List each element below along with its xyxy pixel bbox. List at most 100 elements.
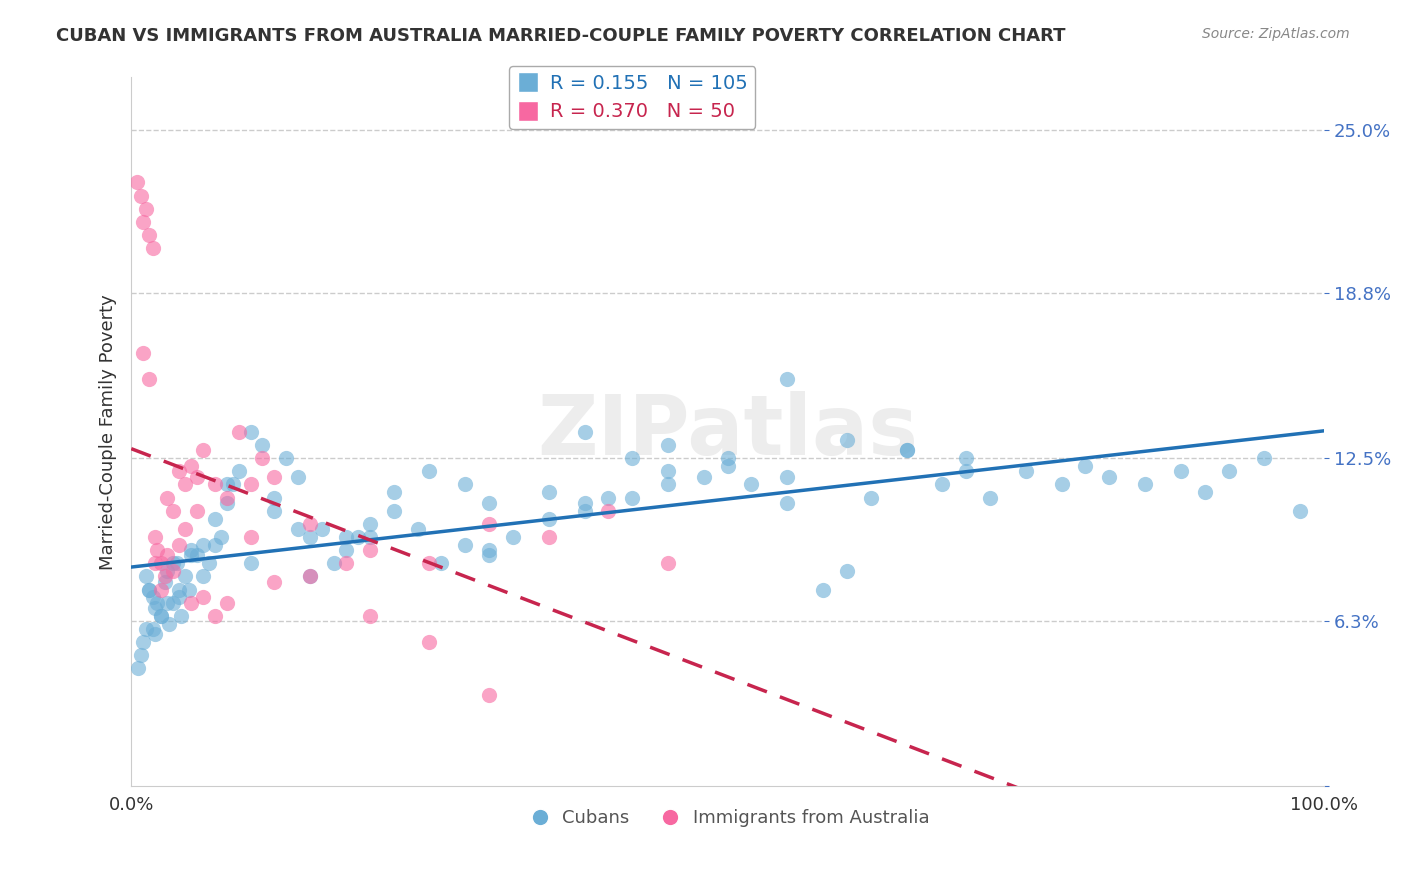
Point (138, 372, 160, 386)
Point (239, 425, 262, 439)
Point (657, 477, 679, 491)
Point (478, 549, 501, 563)
Point (239, 556, 262, 570)
Point (239, 530, 262, 544)
Legend: Cubans, Immigrants from Australia: Cubans, Immigrants from Australia (519, 802, 936, 834)
Point (776, 372, 799, 386)
Point (299, 569, 322, 583)
Point (359, 516, 381, 531)
Point (287, 522, 309, 536)
Point (717, 459, 740, 474)
Point (1289, 504, 1312, 518)
Point (1253, 451, 1275, 466)
Y-axis label: Married-Couple Family Poverty: Married-Couple Family Poverty (100, 294, 117, 570)
Point (129, 648, 152, 663)
Point (454, 538, 477, 552)
Point (859, 491, 882, 505)
Point (143, 556, 166, 570)
Point (478, 688, 501, 702)
Point (228, 425, 250, 439)
Point (955, 464, 977, 478)
Point (287, 469, 309, 483)
Point (204, 538, 226, 552)
Point (896, 443, 918, 458)
Point (180, 543, 202, 558)
Point (454, 477, 477, 491)
Point (406, 522, 429, 536)
Point (776, 496, 799, 510)
Point (174, 477, 197, 491)
Point (135, 622, 157, 636)
Point (657, 438, 679, 452)
Point (621, 451, 644, 466)
Point (167, 582, 190, 597)
Point (138, 582, 160, 597)
Text: Source: ZipAtlas.com: Source: ZipAtlas.com (1202, 27, 1350, 41)
Point (1074, 459, 1097, 474)
Point (657, 556, 679, 570)
Point (167, 591, 190, 605)
Point (359, 543, 381, 558)
Point (180, 459, 202, 474)
Point (153, 574, 176, 589)
Point (1218, 464, 1240, 478)
Point (132, 215, 155, 229)
Point (215, 496, 238, 510)
Point (180, 549, 202, 563)
Text: ZIPatlas: ZIPatlas (537, 392, 918, 473)
Point (143, 627, 166, 641)
Point (382, 504, 405, 518)
Point (359, 608, 381, 623)
Point (191, 443, 214, 458)
Point (478, 496, 501, 510)
Point (142, 591, 165, 605)
Point (127, 176, 149, 190)
Point (776, 469, 799, 483)
Point (263, 574, 285, 589)
Point (717, 451, 740, 466)
Point (811, 582, 834, 597)
Point (162, 564, 184, 578)
Point (1194, 485, 1216, 500)
Point (162, 504, 184, 518)
Point (170, 608, 193, 623)
Point (132, 635, 155, 649)
Point (167, 538, 190, 552)
Point (157, 616, 180, 631)
Point (299, 569, 322, 583)
Point (955, 451, 977, 466)
Point (191, 591, 214, 605)
Point (299, 530, 322, 544)
Point (150, 608, 173, 623)
Point (263, 469, 285, 483)
Point (896, 443, 918, 458)
Point (167, 464, 190, 478)
Point (153, 569, 176, 583)
Point (574, 496, 596, 510)
Point (335, 530, 357, 544)
Point (478, 543, 501, 558)
Point (299, 516, 322, 531)
Point (740, 477, 762, 491)
Point (174, 522, 197, 536)
Point (418, 635, 440, 649)
Point (263, 491, 285, 505)
Point (156, 596, 179, 610)
Text: CUBAN VS IMMIGRANTS FROM AUSTRALIA MARRIED-COUPLE FAMILY POVERTY CORRELATION CHA: CUBAN VS IMMIGRANTS FROM AUSTRALIA MARRI… (56, 27, 1066, 45)
Point (263, 504, 285, 518)
Point (657, 464, 679, 478)
Point (418, 464, 440, 478)
Point (835, 564, 858, 578)
Point (191, 569, 214, 583)
Point (138, 227, 160, 242)
Point (359, 530, 381, 544)
Point (1133, 477, 1156, 491)
Point (418, 556, 440, 570)
Point (215, 596, 238, 610)
Point (209, 530, 232, 544)
Point (239, 477, 262, 491)
Point (186, 469, 208, 483)
Point (142, 241, 165, 255)
Point (135, 202, 157, 216)
Point (127, 661, 149, 675)
